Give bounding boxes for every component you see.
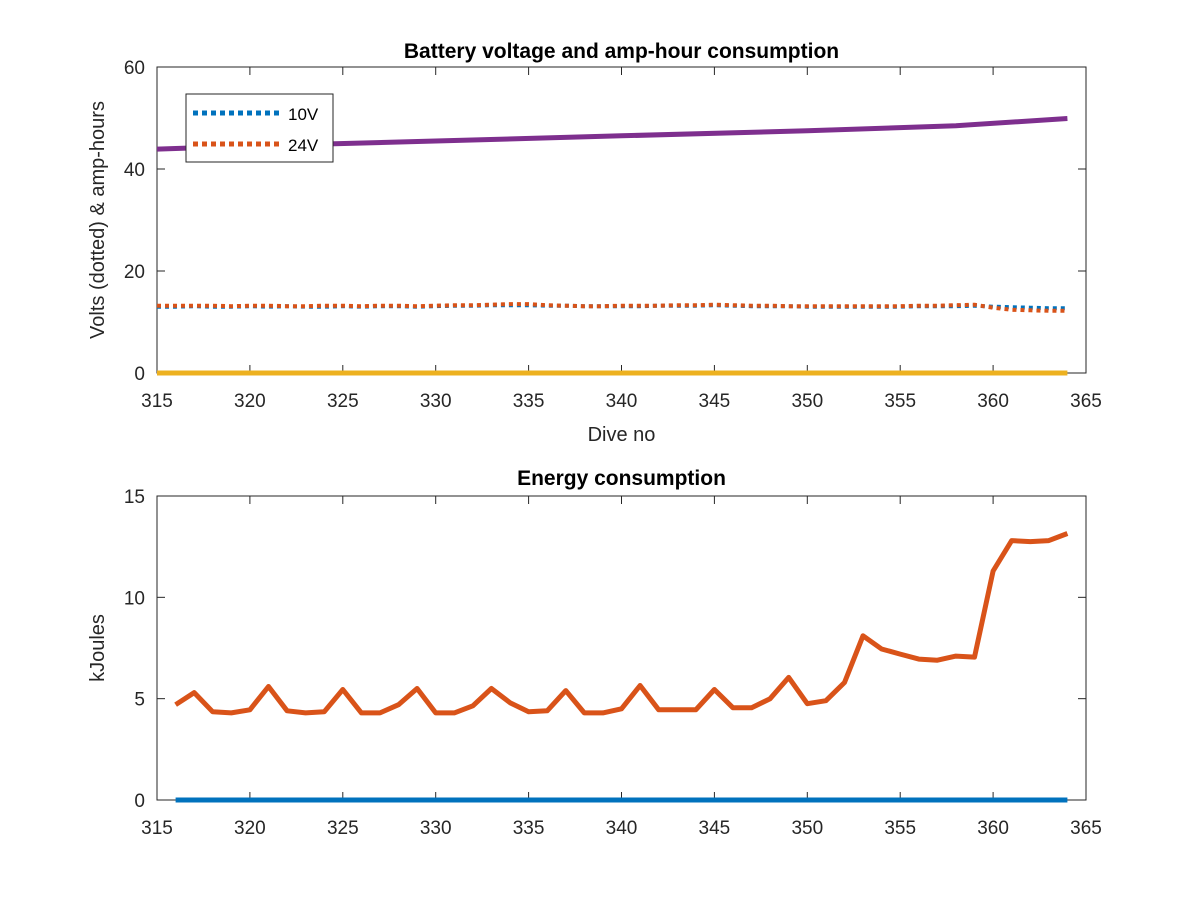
top-chart-title: Battery voltage and amp-hour consumption [404,40,839,63]
bottom-ticks: 315 320 325 330 335 340 345 350 355 360 365 0 5 10 15 [124,487,1102,839]
top-x-tick-label: 350 [791,391,823,412]
top-y-tick-label: 40 [124,160,145,181]
legend-label-24v: 24V [288,136,319,155]
bottom-y-tick-label: 10 [124,588,145,609]
top-x-tick-label: 320 [234,391,266,412]
top-x-tick-label: 365 [1070,391,1102,412]
top-x-tick-label: 315 [141,391,173,412]
legend-label-10v: 10V [288,105,319,124]
bottom-x-tick-label: 355 [884,818,916,839]
bottom-y-tick-label: 0 [134,791,145,812]
bottom-plot-area [156,495,1087,801]
bottom-x-tick-label: 345 [699,818,731,839]
bottom-y-tick-label: 15 [124,487,145,508]
bottom-x-tick-label: 325 [327,818,359,839]
top-x-tick-label: 335 [513,391,545,412]
bottom-y-tick-label: 5 [134,690,145,711]
top-x-tick-label: 360 [977,391,1009,412]
top-x-tick-label: 345 [699,391,731,412]
top-ticks: 315 320 325 330 335 340 345 350 355 360 365 0 20 40 60 [124,58,1102,412]
bottom-x-tick-label: 320 [234,818,266,839]
bottom-x-tick-label: 360 [977,818,1009,839]
bottom-x-tick-label: 340 [606,818,638,839]
bottom-series-line-0 [174,531,1069,716]
bottom-y-axis-label: kJoules [87,614,109,682]
bottom-chart: 315 320 325 330 335 340 345 350 355 360 365051015 … [87,467,1102,839]
top-y-tick-label: 20 [124,262,145,283]
bottom-x-tick-label: 350 [791,818,823,839]
top-y-tick-label: 0 [134,364,145,385]
top-x-tick-label: 325 [327,391,359,412]
bottom-x-tick-label: 335 [513,818,545,839]
bottom-x-tick-label: 330 [420,818,452,839]
top-x-tick-label: 340 [606,391,638,412]
legend: 10V 24V [185,93,334,163]
top-chart: 315 320 325 330 335 340 345 350 355 360 365 0 20 40 60… [87,40,1102,446]
bottom-chart-title: Energy consumption [517,467,726,490]
bottom-x-tick-label: 315 [141,818,173,839]
top-x-axis-label: Dive no [588,424,656,446]
top-y-axis-label: Volts (dotted) & amp-hours [87,101,109,339]
top-x-tick-label: 330 [420,391,452,412]
legend-box [185,93,334,163]
bottom-x-tick-label: 365 [1070,818,1102,839]
bottom-series [174,531,1069,803]
top-x-tick-label: 355 [884,391,916,412]
top-y-tick-label: 60 [124,58,145,79]
